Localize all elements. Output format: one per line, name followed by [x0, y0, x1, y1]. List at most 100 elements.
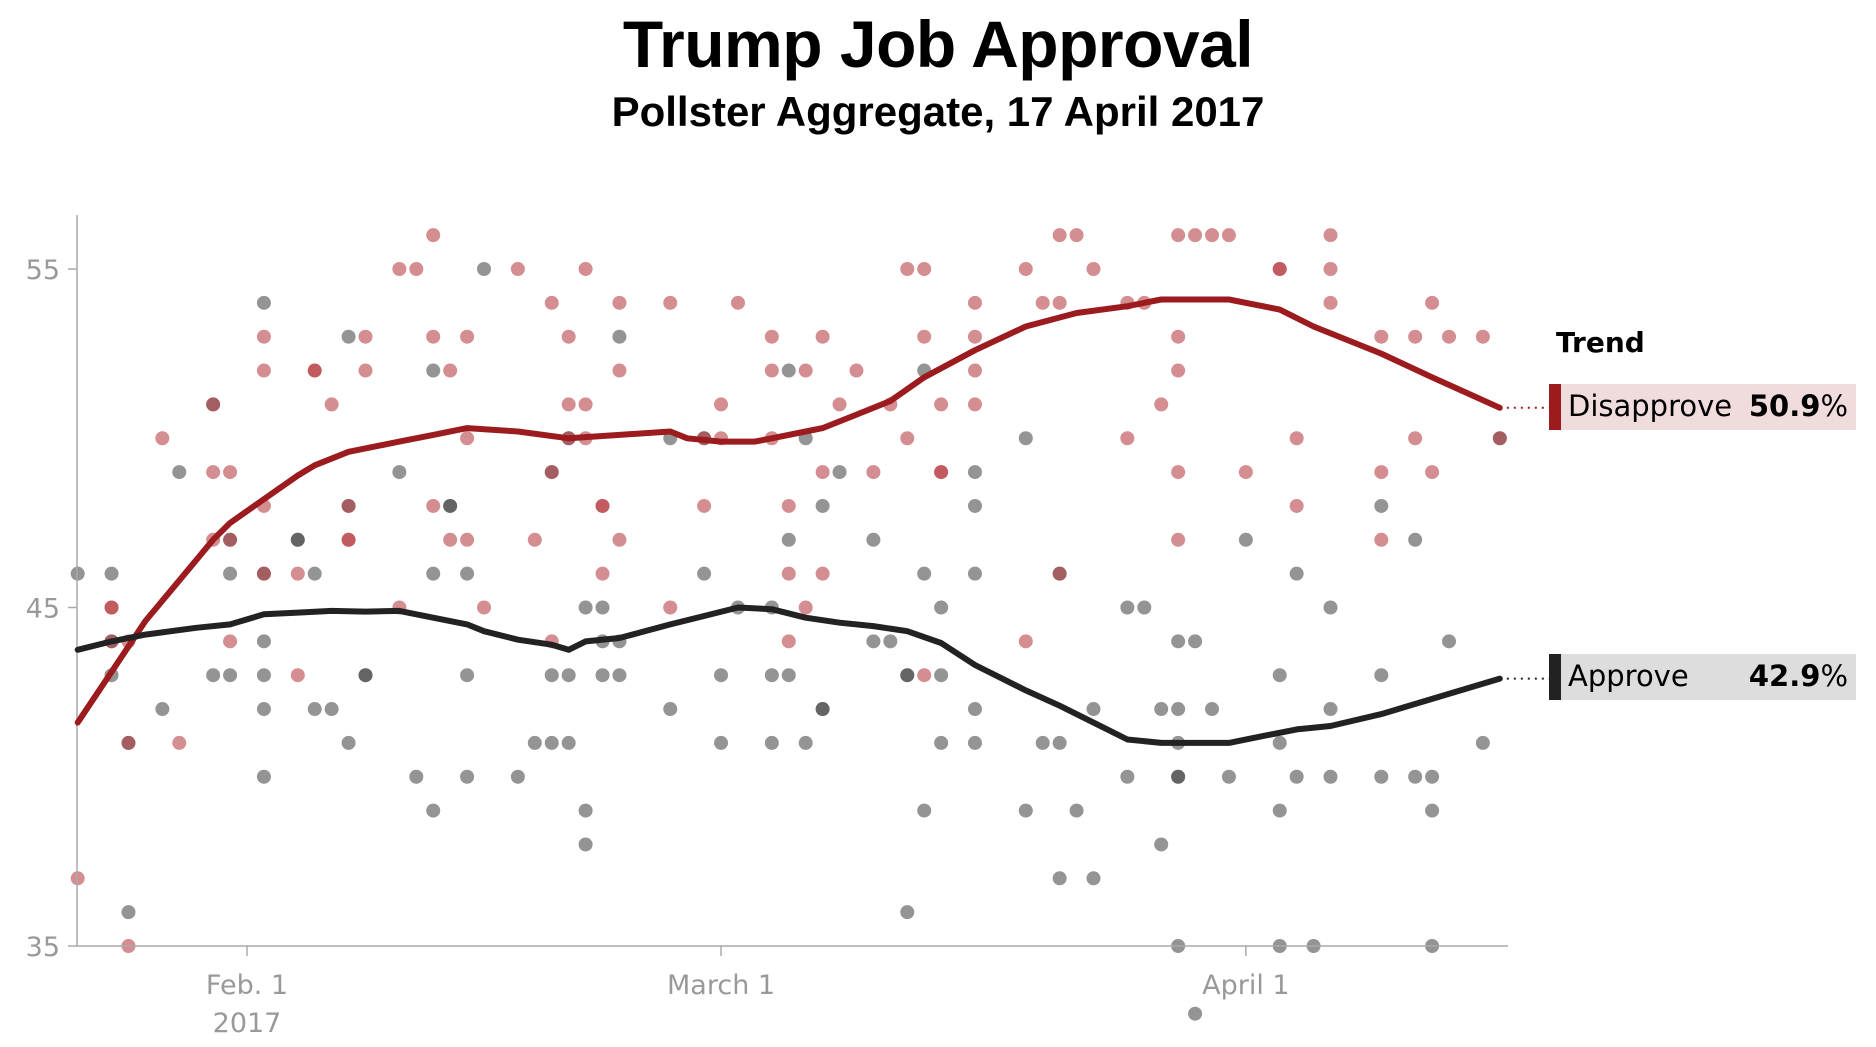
disapprove-poll-dot: [256, 566, 271, 581]
disapprove-poll-dot: [1188, 228, 1203, 243]
legend-value-approve: 42.9%: [1749, 659, 1848, 693]
approve-poll-dot: [781, 532, 796, 547]
approve-poll-dot: [256, 295, 271, 310]
approve-poll-dot: [714, 668, 729, 683]
disapprove-poll-dot: [578, 397, 593, 412]
approve-poll-dot: [1154, 837, 1169, 852]
disapprove-poll-dot: [223, 532, 238, 547]
approve-poll-dot: [781, 363, 796, 378]
disapprove-poll-dot: [967, 329, 982, 344]
disapprove-poll-dot: [1052, 295, 1067, 310]
disapprove-poll-dot: [578, 262, 593, 276]
disapprove-poll-dot: [1035, 295, 1050, 310]
disapprove-poll-dot: [967, 397, 982, 412]
approve-poll-dot: [1086, 702, 1101, 717]
approve-poll-dot: [967, 566, 982, 581]
disapprove-poll-dot: [595, 498, 610, 513]
approve-poll-dot: [1374, 668, 1389, 683]
disapprove-poll-dot: [290, 668, 305, 683]
approve-value: 42.9: [1748, 659, 1821, 693]
disapprove-poll-dot: [764, 363, 779, 378]
legend-title: Trend: [1556, 326, 1645, 359]
disapprove-poll-dot: [544, 465, 559, 480]
approve-poll-dot: [1374, 769, 1389, 784]
disapprove-poll-dot: [1442, 329, 1457, 344]
approve-poll-dot: [477, 262, 492, 276]
approve-poll-dot: [358, 668, 373, 683]
approve-poll-dot: [510, 769, 525, 784]
disapprove-poll-dot: [1425, 465, 1440, 480]
approve-poll-dot: [561, 735, 576, 750]
y-tick-label: 55: [26, 255, 60, 286]
approve-poll-dot: [967, 465, 982, 480]
approve-poll-dot: [460, 769, 475, 784]
approve-poll-dot: [1323, 702, 1338, 717]
approve-poll-dot: [426, 803, 441, 818]
approve-poll-dot: [1238, 532, 1253, 547]
disapprove-poll-dot: [206, 397, 221, 412]
approve-swatch: [1549, 654, 1561, 700]
approve-unit: %: [1820, 659, 1848, 693]
approve-poll-dot: [544, 735, 559, 750]
disapprove-poll-dot: [612, 295, 627, 310]
disapprove-poll-dot: [561, 329, 576, 344]
disapprove-poll-dot: [815, 465, 830, 480]
disapprove-poll-dot: [426, 228, 441, 243]
disapprove-poll-dot: [1154, 397, 1169, 412]
x-tick-sublabel: 2017: [213, 1008, 282, 1039]
y-tick-label: 35: [26, 932, 60, 963]
approve-poll-dot: [223, 668, 238, 683]
disapprove-poll-dot: [781, 498, 796, 513]
approve-poll-dot: [1069, 803, 1084, 818]
approve-poll-dot: [967, 702, 982, 717]
approve-poll-dot: [1052, 871, 1067, 886]
approve-poll-dot: [967, 735, 982, 750]
approve-poll-dot: [1221, 769, 1236, 784]
approve-poll-dot: [1475, 735, 1490, 750]
disapprove-poll-dot: [1492, 431, 1507, 446]
x-tick-label: March 1: [667, 970, 775, 1001]
approve-poll-dot: [1374, 498, 1389, 513]
disapprove-poll-dot: [256, 329, 271, 344]
disapprove-poll-dot: [290, 566, 305, 581]
approve-poll-dot: [578, 837, 593, 852]
disapprove-poll-dot: [155, 431, 170, 446]
disapprove-poll-dot: [1408, 431, 1423, 446]
approve-poll-dot: [595, 668, 610, 683]
disapprove-poll-dot: [967, 295, 982, 310]
legend-value-disapprove: 50.9%: [1749, 389, 1848, 423]
approve-poll-dot: [1137, 600, 1152, 615]
x-tick-label: April 1: [1202, 970, 1289, 1001]
disapprove-poll-dot: [663, 600, 678, 615]
disapprove-poll-dot: [815, 566, 830, 581]
disapprove-poll-dot: [1425, 295, 1440, 310]
approve-poll-dot: [866, 634, 881, 649]
approve-poll-dot: [256, 702, 271, 717]
approve-poll-dot: [900, 668, 915, 683]
disapprove-poll-dot: [1238, 465, 1253, 480]
approve-poll-dot: [1171, 702, 1186, 717]
approve-poll-dot: [798, 735, 813, 750]
disapprove-poll-dot: [612, 363, 627, 378]
approve-poll-dot: [256, 668, 271, 683]
disapprove-poll-dot: [460, 532, 475, 547]
approve-poll-dot: [1035, 735, 1050, 750]
disapprove-poll-dot: [1171, 363, 1186, 378]
disapprove-poll-dot: [832, 397, 847, 412]
approve-poll-dot: [917, 566, 932, 581]
x-ticks: Feb. 1 2017 March 1 April 1: [206, 946, 1290, 1039]
approve-poll-dot: [1086, 871, 1101, 886]
approve-poll-dot: [1272, 803, 1287, 818]
disapprove-poll-dot: [595, 566, 610, 581]
disapprove-poll-dot: [1475, 329, 1490, 344]
approve-poll-dot: [443, 498, 458, 513]
disapprove-poll-dot: [917, 329, 932, 344]
disapprove-poll-dot: [663, 295, 678, 310]
approve-poll-dot: [1188, 634, 1203, 649]
approve-poll-dot: [1188, 1006, 1203, 1021]
disapprove-poll-dot: [1272, 262, 1287, 276]
disapprove-poll-dot: [172, 735, 187, 750]
approve-poll-dot: [612, 668, 627, 683]
approve-poll-dot: [1408, 769, 1423, 784]
disapprove-value: 50.9: [1748, 389, 1821, 423]
